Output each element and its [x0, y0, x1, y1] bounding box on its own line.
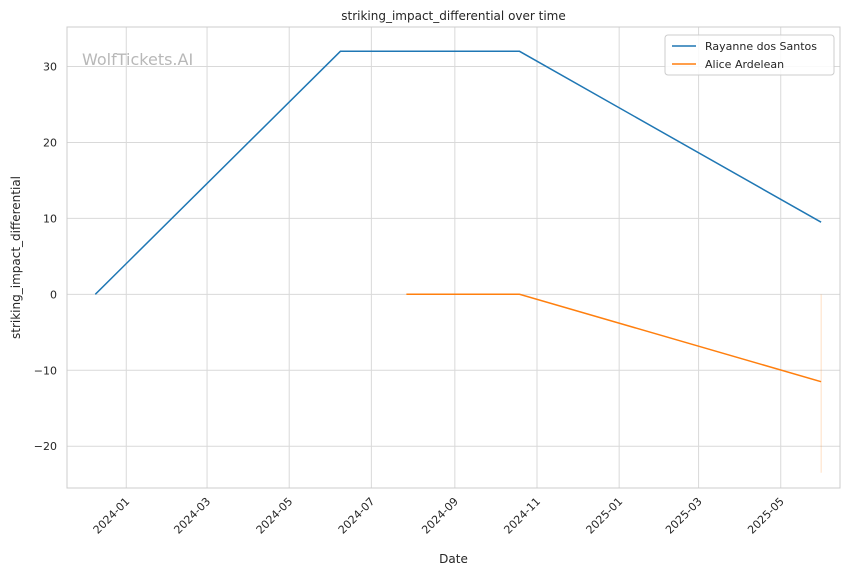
legend-label: Alice Ardelean [705, 58, 784, 71]
y-tick-label: 20 [43, 136, 57, 149]
x-tick-label: 2025-01 [584, 495, 626, 537]
x-tick-label: 2024-01 [91, 495, 133, 537]
legend-label: Rayanne dos Santos [705, 40, 817, 53]
x-tick-label: 2024-03 [171, 495, 213, 537]
x-axis: 2024-01 2024-03 2024-05 2024-07 2024-09 2024-… [91, 495, 787, 537]
x-axis-label: Date [439, 552, 468, 566]
y-tick-label: 30 [43, 60, 57, 73]
grid [67, 27, 840, 488]
plot-area [66, 26, 841, 489]
y-axis: −20 −10 0 10 20 30 [34, 60, 57, 453]
y-tick-label: −20 [34, 440, 57, 453]
legend-box [664, 34, 835, 76]
series-line-1 [94, 50, 822, 295]
x-tick-label: 2024-11 [501, 495, 543, 537]
x-tick-label: 2024-05 [254, 495, 296, 537]
series-line-2 [406, 293, 822, 383]
y-tick-label: −10 [34, 364, 57, 377]
y-tick-label: 0 [50, 288, 57, 301]
x-tick-label: 2024-07 [336, 495, 378, 537]
series-layer [94, 50, 822, 473]
legend: Rayanne dos Santos Alice Ardelean [664, 34, 835, 76]
x-tick-label: 2024-09 [419, 495, 461, 537]
x-tick-label: 2025-05 [745, 495, 787, 537]
y-tick-label: 10 [43, 212, 57, 225]
y-axis-label: striking_impact_differential [9, 176, 23, 339]
x-tick-label: 2025-03 [663, 495, 705, 537]
watermark: WolfTickets.AI [82, 50, 193, 69]
chart-title: striking_impact_differential over time [341, 9, 566, 23]
